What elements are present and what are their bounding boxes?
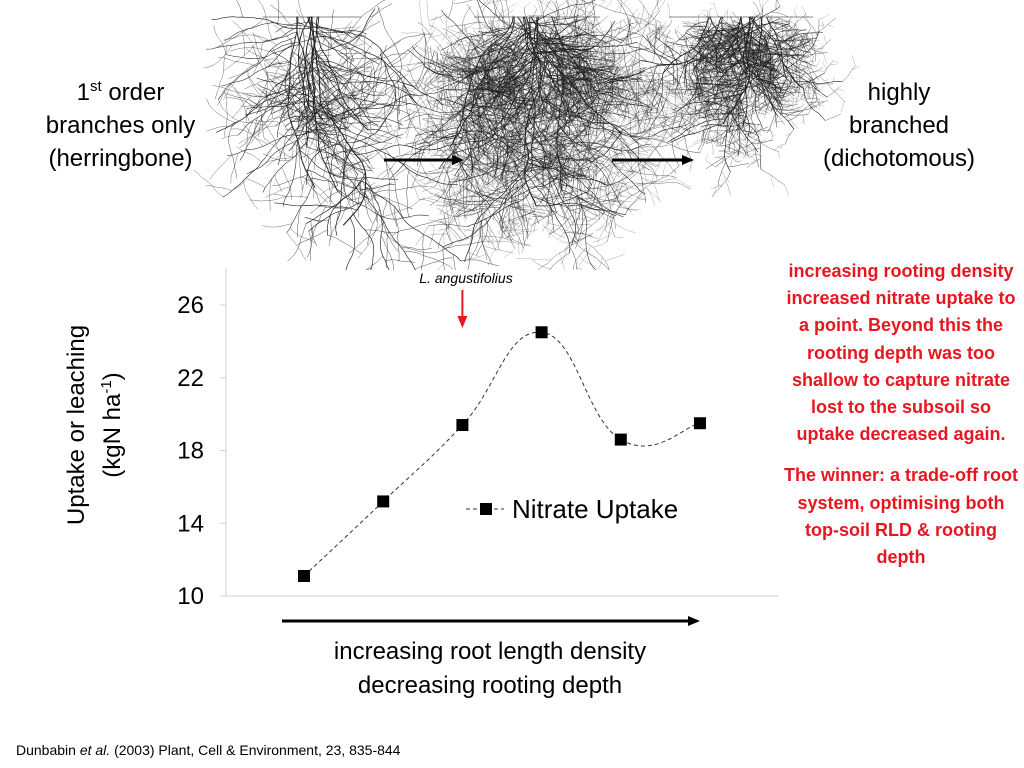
annotation-label: L. angustifolius <box>419 270 512 286</box>
annotation-group: L. angustifolius <box>419 270 513 328</box>
herringbone-root-image <box>193 0 517 270</box>
dichotomous-root-image <box>612 0 860 198</box>
arrow-1 <box>384 155 464 165</box>
x-axis-label: increasing root length density decreasin… <box>333 638 647 699</box>
y-axis-label: Uptake or leaching (kgN ha-1) <box>63 324 126 526</box>
data-point-marker <box>456 419 469 432</box>
intermediate-root-image <box>371 0 709 270</box>
note-paragraph-2: The winner: a trade-off root system, opt… <box>784 465 1018 568</box>
annotation-arrowhead <box>457 316 468 328</box>
y-tick-label: 22 <box>177 365 204 392</box>
y-tick-label: 10 <box>177 583 204 610</box>
series-line-nitrate-uptake <box>303 331 701 577</box>
dichotomous-label: highly branched (dichotomous) <box>822 79 976 172</box>
data-point-marker <box>298 569 310 582</box>
herringbone-label: 1st order branches only (herringbone) <box>45 78 196 172</box>
legend-label: Nitrate Uptake <box>512 494 678 524</box>
legend-marker <box>480 503 492 515</box>
citation: Dunbabin et al. (2003) Plant, Cell & Env… <box>16 742 401 758</box>
data-point-marker <box>535 326 548 339</box>
data-point-marker <box>377 495 390 508</box>
y-tick-label: 26 <box>177 292 204 319</box>
data-point-marker <box>694 417 706 430</box>
arrow-2 <box>612 155 694 165</box>
y-tick-label: 18 <box>177 438 204 465</box>
x-direction-arrow <box>282 616 700 626</box>
root-systems-illustration <box>193 0 860 270</box>
interpretation-note: increasing rooting density increased nit… <box>782 258 1020 585</box>
y-tick-label: 14 <box>177 510 204 537</box>
data-point-marker <box>614 433 627 446</box>
nitrate-uptake-chart: 26 22 18 14 10 L. angustifolius Nitrate Upta… <box>177 268 778 626</box>
legend: Nitrate Uptake <box>466 494 678 524</box>
note-paragraph-1: increasing rooting density increased nit… <box>786 261 1016 445</box>
